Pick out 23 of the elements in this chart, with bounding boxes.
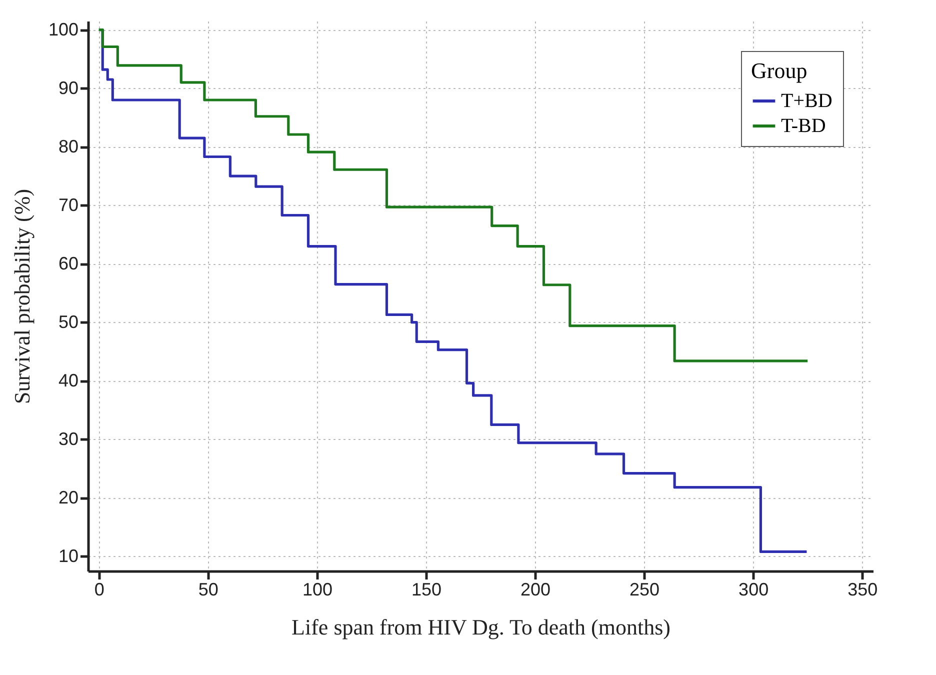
legend-label: T-BD (781, 115, 826, 137)
x-tick-label: 150 (411, 580, 442, 600)
y-tick-label: 90 (58, 78, 78, 98)
y-axis-title: Survival probability (%) (9, 188, 34, 404)
legend-title: Group (751, 58, 808, 83)
y-tick-label: 80 (58, 136, 78, 156)
y-tick-label: 70 (58, 194, 78, 215)
x-tick-label: 300 (738, 580, 769, 600)
y-tick-label: 20 (58, 487, 78, 508)
y-tick-label: 40 (58, 370, 78, 390)
x-tick-label: 250 (630, 580, 660, 600)
x-tick-label: 100 (302, 580, 332, 600)
x-tick-label: 350 (848, 580, 878, 600)
x-axis-title: Life span from HIV Dg. To death (months) (292, 614, 670, 640)
y-tick-label: 30 (58, 428, 78, 449)
x-tick-label: 50 (198, 580, 218, 600)
x-tick-label: 0 (94, 580, 104, 600)
y-tick-label: 100 (48, 19, 78, 40)
legend-label: T+BD (781, 90, 832, 112)
x-tick-label: 200 (520, 580, 551, 600)
y-tick-label: 10 (58, 546, 78, 566)
y-tick-label: 50 (58, 312, 78, 332)
y-tick-label: 60 (58, 253, 78, 274)
